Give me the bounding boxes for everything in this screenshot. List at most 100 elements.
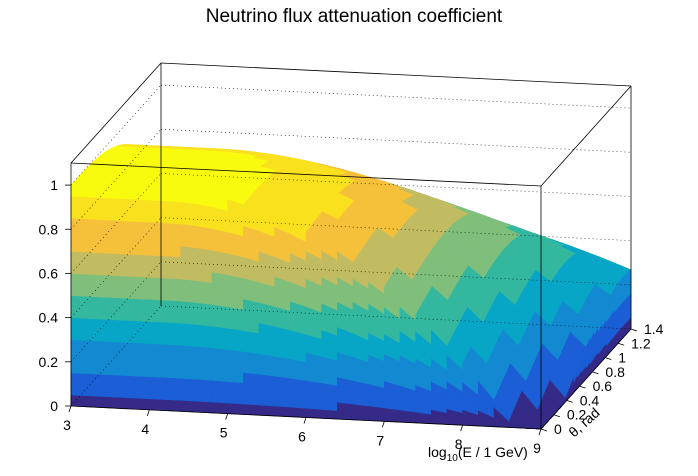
surface-front-cell (180, 344, 197, 358)
y-tick-label: 0.2 (567, 407, 587, 423)
x-tick (381, 421, 385, 428)
surface-front-cell (227, 381, 244, 394)
surface-front-cell (211, 358, 228, 372)
surface-front-cell (117, 275, 134, 288)
surface-front-cell (70, 383, 87, 397)
surface-front-cell (70, 361, 87, 374)
surface-front-cell (86, 295, 103, 309)
z-tick-label: 0.6 (39, 265, 59, 281)
surface-front-cell (164, 222, 181, 236)
surface-front-cell (86, 384, 103, 397)
surface-front-cell (70, 217, 87, 231)
grid-line (160, 173, 632, 197)
surface-front-cell (102, 396, 119, 409)
surface-front-cell (164, 244, 181, 258)
surface-front-cell (133, 254, 150, 267)
surface-front-cell (196, 389, 213, 403)
surface-front-cell (133, 298, 150, 311)
surface-front-cell (133, 287, 150, 300)
surface-front-cell (149, 276, 166, 290)
surface-front-cell (164, 332, 181, 346)
surface-front-cell (133, 320, 150, 333)
surface-front-cell (149, 254, 166, 268)
surface-front-cell (117, 330, 134, 344)
surface-front-cell (149, 199, 166, 213)
surface-front-cell (86, 240, 103, 254)
chart-title: Neutrino flux attenuation coefficient (206, 6, 503, 27)
grid-line (70, 84, 162, 186)
surface-front-cell (211, 380, 228, 393)
surface-front-cell (211, 401, 228, 414)
surface-front-cell (149, 343, 166, 356)
surface-front-cell (102, 230, 119, 243)
surface-front-cell (180, 388, 197, 402)
surface-front-cell (70, 317, 87, 330)
surface-front-cell (86, 329, 103, 342)
grid-line (160, 261, 632, 286)
surface-front-cell (117, 242, 134, 255)
surface-front-cell (227, 391, 244, 405)
surface-front-cell (164, 189, 181, 203)
surface-front-cell (149, 365, 166, 378)
surface-front-cell (133, 309, 150, 322)
surface-front-cell (164, 388, 181, 401)
y-tick-label: 1 (618, 350, 626, 366)
surface-front-cell (258, 384, 275, 397)
surface-front-cell (149, 299, 166, 312)
surface-front-cell (164, 255, 181, 269)
surface-front-cell (133, 342, 150, 355)
surface-front-cell (86, 307, 103, 320)
surface-front-cell (180, 333, 197, 347)
surface-front-cell (180, 278, 197, 292)
surface-front-cell (102, 296, 119, 310)
surface-front-cell (149, 243, 166, 257)
z-tick-label: 0.8 (39, 221, 59, 237)
surface-front-cell (117, 209, 134, 222)
surface-front-cell (227, 359, 244, 373)
surface-front-cell (243, 372, 260, 385)
frame-edge (70, 162, 542, 187)
surface-front-cell (86, 229, 103, 243)
grid-lines (70, 84, 632, 407)
surface-front-cell (149, 288, 166, 301)
surface-front-cell (164, 233, 181, 247)
grid-line (160, 217, 632, 241)
surface-front-cell (102, 197, 119, 210)
surface-front-cell (180, 377, 197, 391)
y-tick-label: 0.6 (593, 378, 613, 394)
surface-front-cell (86, 351, 103, 364)
surface-front-cell (164, 399, 181, 412)
surface-front-cell (86, 185, 103, 198)
x-axis-ticks: 3 4 5 6 7 8 9 (63, 405, 542, 456)
surface-front-cell (117, 286, 134, 299)
surface-front-cell (149, 354, 166, 367)
surface-front-cell (227, 370, 244, 384)
surface-front-cell (180, 311, 197, 325)
surface-front-cell (227, 402, 244, 415)
surface-front-cell (86, 284, 103, 298)
surface-front-cell (102, 208, 119, 221)
surface-front-cell (180, 400, 197, 413)
surface-front-cell (70, 328, 87, 341)
surface-front-cell (196, 357, 213, 370)
y-tick (630, 328, 638, 332)
grid-line (160, 128, 632, 153)
grid-line (70, 305, 162, 407)
frame-edge (70, 62, 162, 164)
surface-front-cell (133, 187, 150, 201)
surface-front-cell (102, 374, 119, 387)
surface-front-cell (164, 211, 181, 225)
surface-front-cell (133, 386, 150, 400)
surface-front-cell (70, 306, 87, 319)
surface-front-cell (211, 336, 228, 350)
surface-front-cell (180, 256, 197, 270)
surface-front-cell (258, 394, 275, 407)
surface-front-cell (196, 367, 213, 381)
surface-front-cell (117, 187, 134, 200)
surface-front-cell (180, 234, 197, 249)
surface-front-cell (243, 382, 260, 396)
frame-edge (160, 62, 632, 87)
surface-front-cell (102, 274, 119, 288)
x-tick-label: 3 (63, 417, 71, 433)
surface-front-cell (86, 373, 103, 386)
